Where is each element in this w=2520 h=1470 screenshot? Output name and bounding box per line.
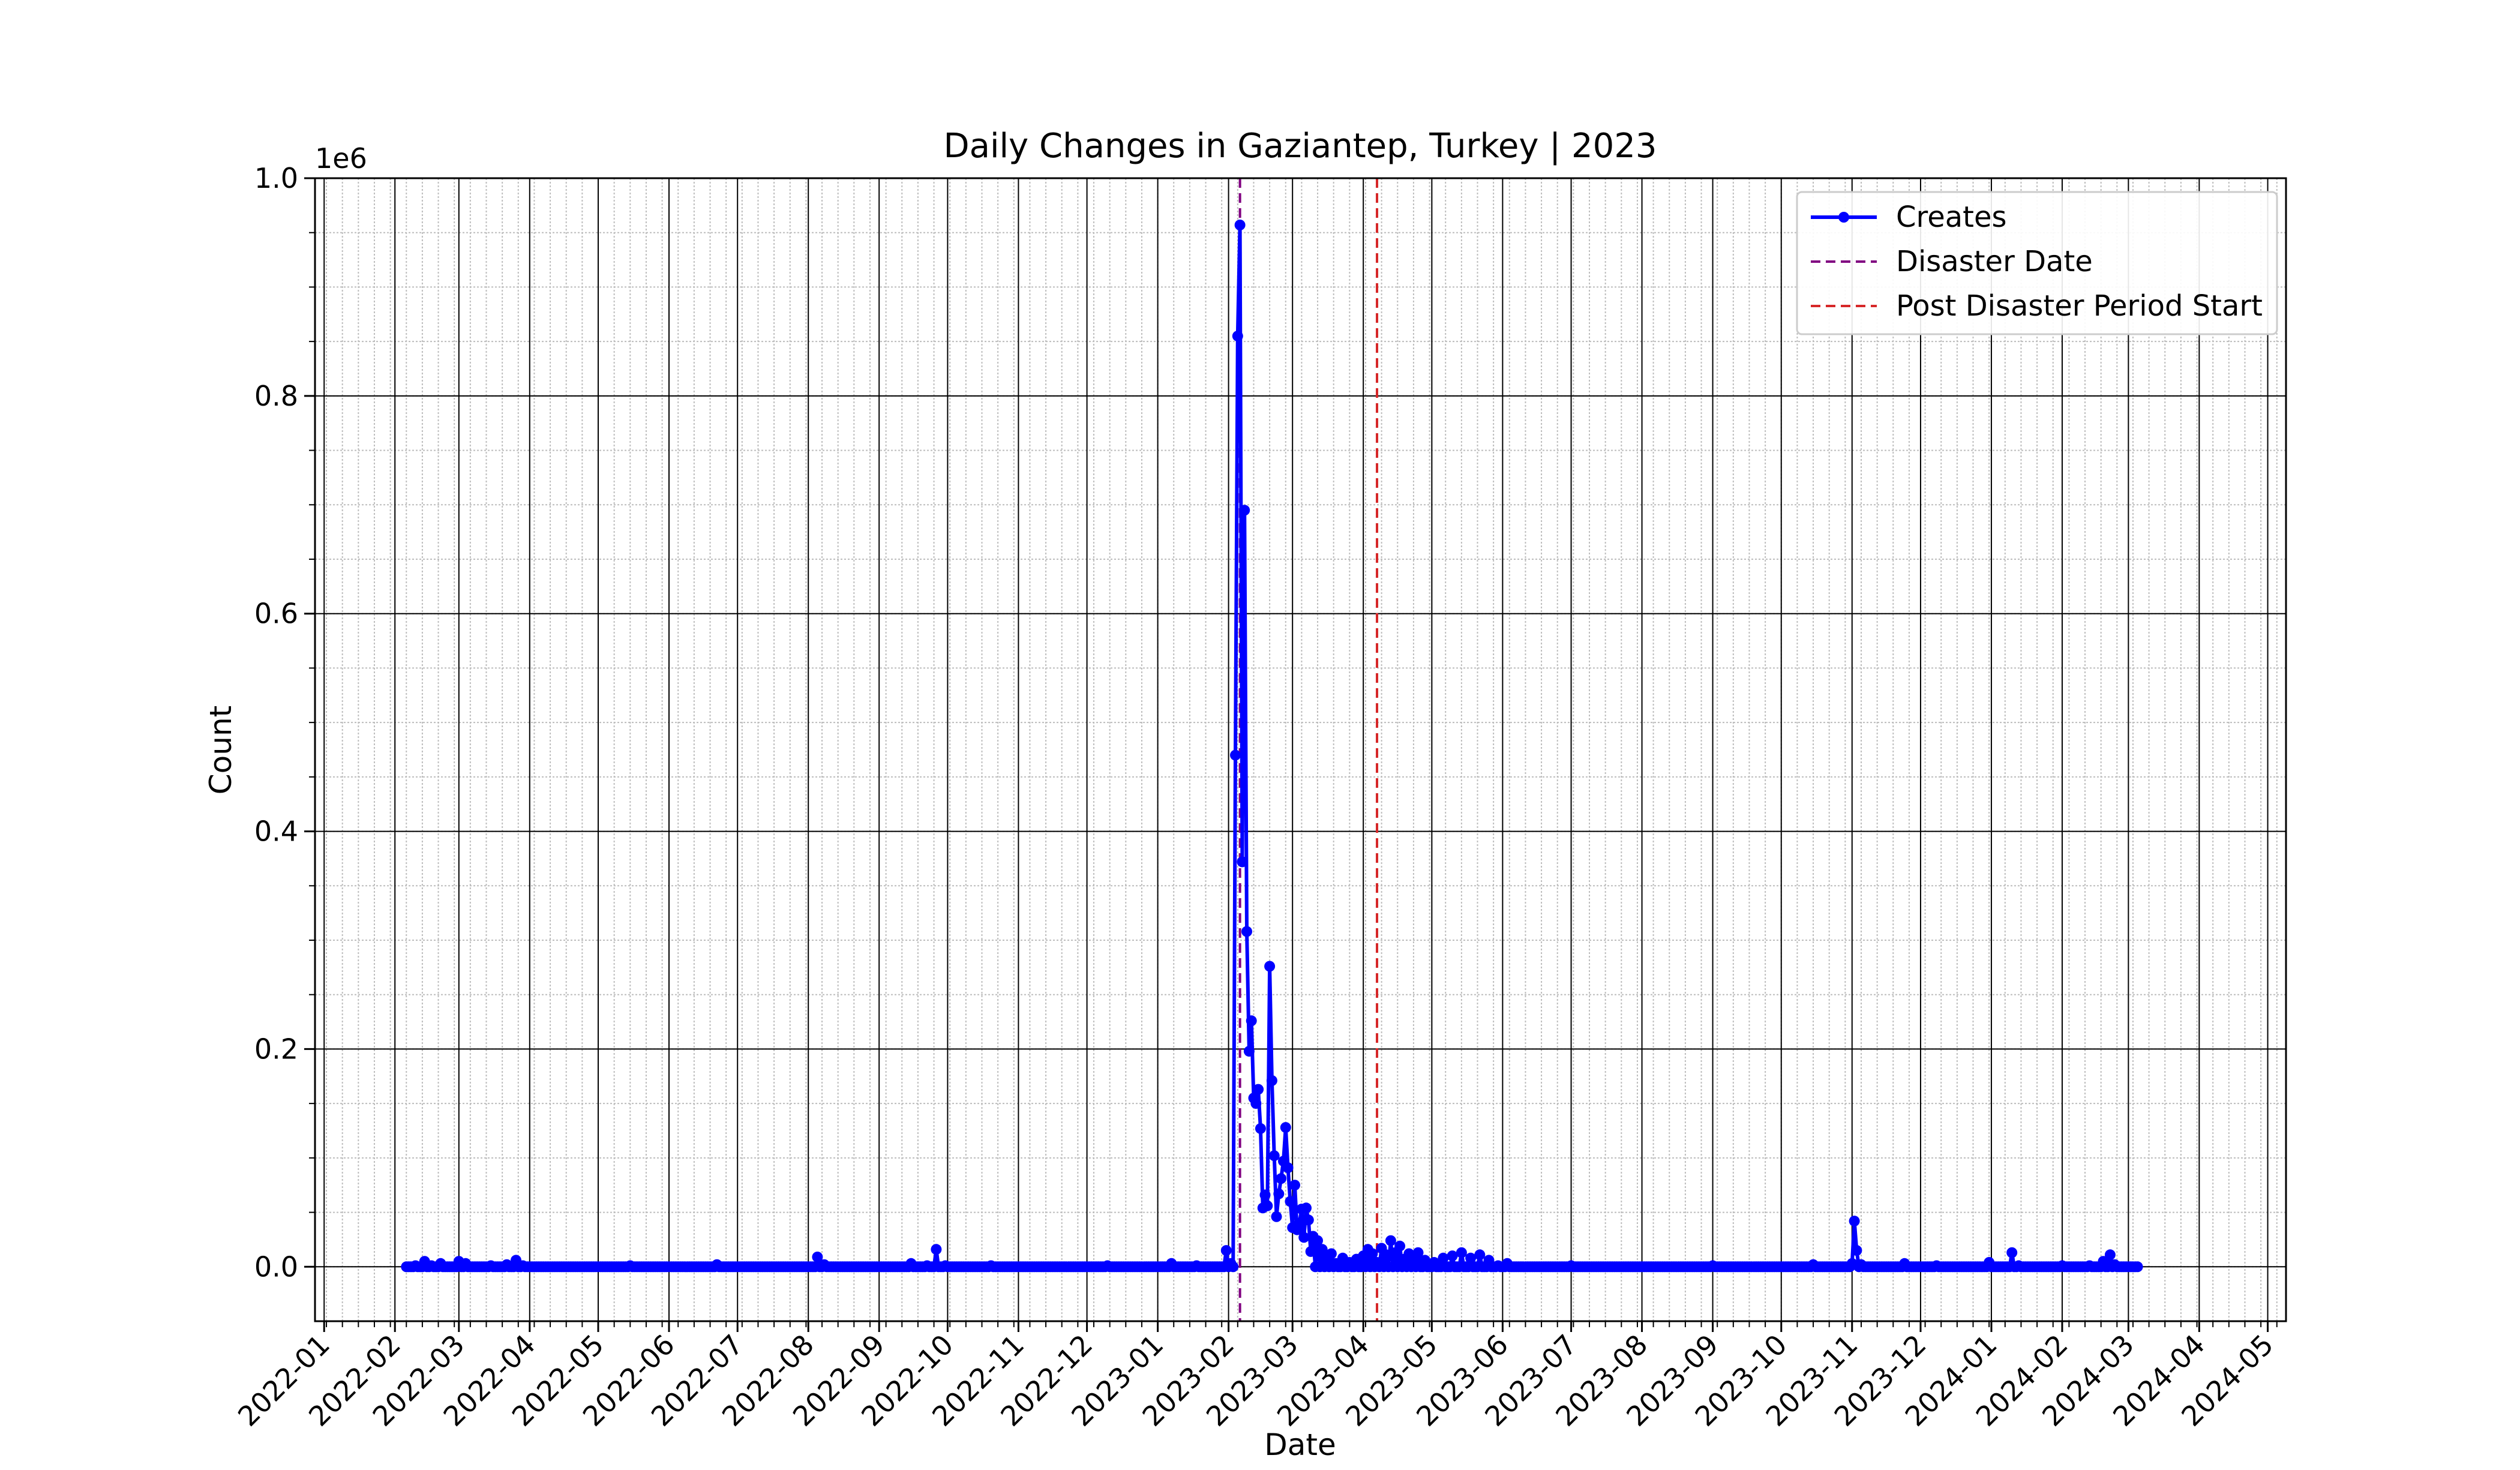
data-point <box>1465 1252 1477 1264</box>
data-point <box>1239 505 1250 516</box>
data-point <box>1412 1247 1424 1258</box>
series-points-creates <box>401 220 2143 1273</box>
y-axis-label: Count <box>203 706 238 795</box>
data-point <box>1316 1244 1328 1255</box>
data-point <box>1259 1189 1271 1201</box>
data-point <box>1456 1247 1467 1258</box>
legend-disaster-date-label: Disaster Date <box>1896 245 2093 278</box>
data-point <box>1268 1150 1280 1162</box>
data-point <box>1273 1188 1285 1199</box>
y-tick-label: 0.8 <box>254 380 298 412</box>
data-point <box>1255 1123 1266 1134</box>
plot-frame <box>314 177 2287 1322</box>
data-point <box>2104 1249 2116 1261</box>
data-point <box>1325 1248 1337 1259</box>
y-offset-label: 1e6 <box>315 142 367 175</box>
x-axis-label: Date <box>1264 1427 1336 1462</box>
data-point <box>1394 1240 1406 1252</box>
chart-title: Daily Changes in Gaziantep, Turkey | 202… <box>944 127 1657 166</box>
data-point <box>1246 1015 1257 1027</box>
data-point <box>1289 1180 1300 1191</box>
data-point <box>1241 926 1252 937</box>
data-point <box>1438 1252 1449 1264</box>
data-point <box>1262 1200 1273 1211</box>
data-point <box>812 1252 823 1262</box>
data-point <box>1282 1162 1294 1174</box>
y-tick-label: 0.0 <box>254 1250 298 1283</box>
data-point <box>931 1244 942 1255</box>
legend-creates-label: Creates <box>1896 200 2007 234</box>
data-point <box>1381 1249 1392 1261</box>
y-axis: 0.0 0.2 0.4 0.6 0.8 1.0 <box>254 162 315 1283</box>
data-point <box>1234 220 1246 230</box>
series-layer <box>401 220 2143 1273</box>
data-point <box>1851 1245 1862 1256</box>
data-point <box>1280 1122 1291 1133</box>
data-point <box>1243 1046 1255 1057</box>
data-point <box>1301 1202 1312 1214</box>
data-point <box>1271 1211 1282 1222</box>
data-point <box>1253 1084 1264 1095</box>
data-point <box>1367 1248 1378 1259</box>
y-tick-label: 1.0 <box>254 162 298 194</box>
data-point <box>1230 749 1241 761</box>
data-point <box>1312 1235 1323 1246</box>
data-point <box>1303 1214 1314 1226</box>
data-point <box>1276 1173 1287 1184</box>
data-point <box>2006 1247 2018 1258</box>
y-tick-label: 0.4 <box>254 815 298 848</box>
data-point <box>1298 1232 1310 1243</box>
data-point <box>2132 1261 2143 1273</box>
data-point <box>1264 961 1276 972</box>
data-point <box>1849 1216 1860 1227</box>
legend-creates-marker <box>1838 212 1849 223</box>
legend: Creates Disaster Date Post Disaster Peri… <box>1796 191 2278 335</box>
data-point <box>1266 1075 1277 1086</box>
data-point <box>1237 856 1248 868</box>
data-point <box>1232 331 1243 342</box>
data-point <box>1250 1098 1262 1109</box>
legend-post-disaster-label: Post Disaster Period Start <box>1896 289 2263 323</box>
data-point <box>1305 1246 1316 1257</box>
data-point <box>1228 1261 1239 1273</box>
data-point <box>1474 1249 1486 1261</box>
y-tick-label: 0.6 <box>254 598 298 630</box>
reference-lines <box>1238 178 1379 1321</box>
y-tick-label: 0.2 <box>254 1033 298 1065</box>
legend-box <box>1796 191 2278 335</box>
data-point <box>1294 1217 1305 1229</box>
data-point <box>1285 1196 1296 1207</box>
data-point <box>1220 1245 1232 1256</box>
data-point <box>1447 1250 1458 1262</box>
data-point <box>1385 1235 1396 1246</box>
